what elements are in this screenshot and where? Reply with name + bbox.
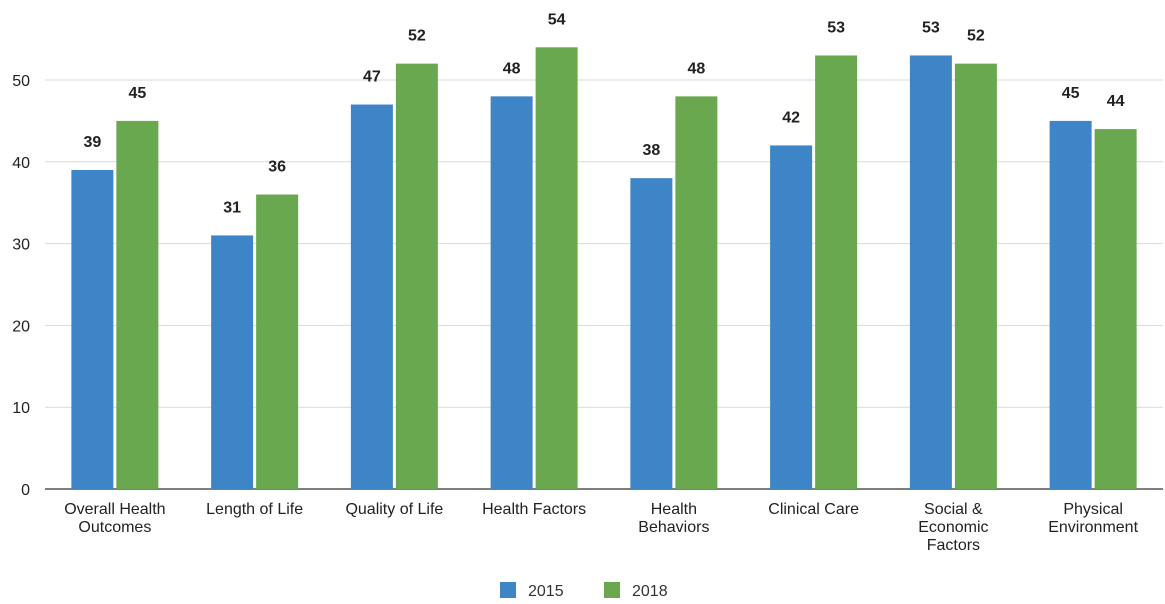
bar-2015 [770, 145, 813, 489]
bars [71, 47, 1137, 490]
y-tick-label: 50 [12, 73, 30, 90]
y-tick-label: 0 [21, 482, 30, 499]
legend: 2015 2018 [500, 582, 668, 600]
x-category-label: Factors [927, 537, 980, 554]
bar-2015 [1049, 120, 1092, 490]
x-category-label: Health [651, 501, 697, 518]
bar-2015 [71, 169, 114, 490]
x-category-label: Overall Health [64, 501, 165, 518]
y-tick-label: 20 [12, 318, 30, 335]
data-label: 52 [967, 28, 985, 45]
data-label: 45 [1062, 85, 1080, 102]
bar-2015 [350, 104, 393, 489]
x-category-label: Physical [1063, 501, 1123, 518]
x-category-label: Environment [1048, 519, 1138, 536]
bar-2015 [490, 96, 533, 490]
legend-swatch-2015 [500, 582, 516, 598]
x-category-label: Social & [924, 501, 983, 518]
bar-2018 [675, 96, 718, 490]
y-tick-label: 10 [12, 400, 30, 417]
bar-2018 [116, 120, 159, 490]
data-label: 44 [1107, 93, 1125, 110]
data-label: 36 [268, 159, 286, 176]
x-category-label: Behaviors [638, 519, 709, 536]
bar-2018 [256, 194, 299, 489]
y-tick-label: 40 [12, 155, 30, 172]
data-label: 53 [827, 19, 845, 36]
x-category-label: Clinical Care [768, 501, 859, 518]
data-label: 31 [223, 199, 241, 216]
x-category-label: Health Factors [482, 501, 586, 518]
data-label: 52 [408, 28, 426, 45]
data-label: 53 [922, 19, 940, 36]
data-label: 54 [548, 11, 566, 28]
data-label: 47 [363, 69, 381, 86]
data-labels: 39 45 31 36 47 52 48 54 38 48 42 53 53 52 45 44 [83, 11, 1124, 216]
x-category-label: Quality of Life [345, 501, 443, 518]
data-label: 42 [782, 109, 800, 126]
legend-label: 2018 [632, 583, 668, 600]
x-category-label: Length of Life [206, 501, 303, 518]
data-label: 48 [687, 60, 705, 77]
y-axis-ticks: 0 10 20 30 40 50 [12, 73, 30, 499]
bar-2018 [815, 55, 858, 490]
bar-2018 [954, 63, 997, 489]
data-label: 48 [503, 60, 521, 77]
bar-2018 [395, 63, 438, 489]
bar-2015 [630, 178, 673, 489]
legend-swatch-2018 [604, 582, 620, 598]
bar-2018 [1094, 129, 1137, 489]
data-label: 38 [642, 142, 660, 159]
legend-label: 2015 [528, 583, 564, 600]
data-label: 39 [83, 134, 101, 151]
y-tick-label: 30 [12, 237, 30, 254]
bar-2015 [909, 55, 952, 490]
bar-2018 [535, 47, 578, 489]
bar-2015 [211, 235, 254, 489]
data-label: 45 [128, 85, 146, 102]
x-category-label: Economic [918, 519, 988, 536]
x-category-label: Outcomes [78, 519, 151, 536]
